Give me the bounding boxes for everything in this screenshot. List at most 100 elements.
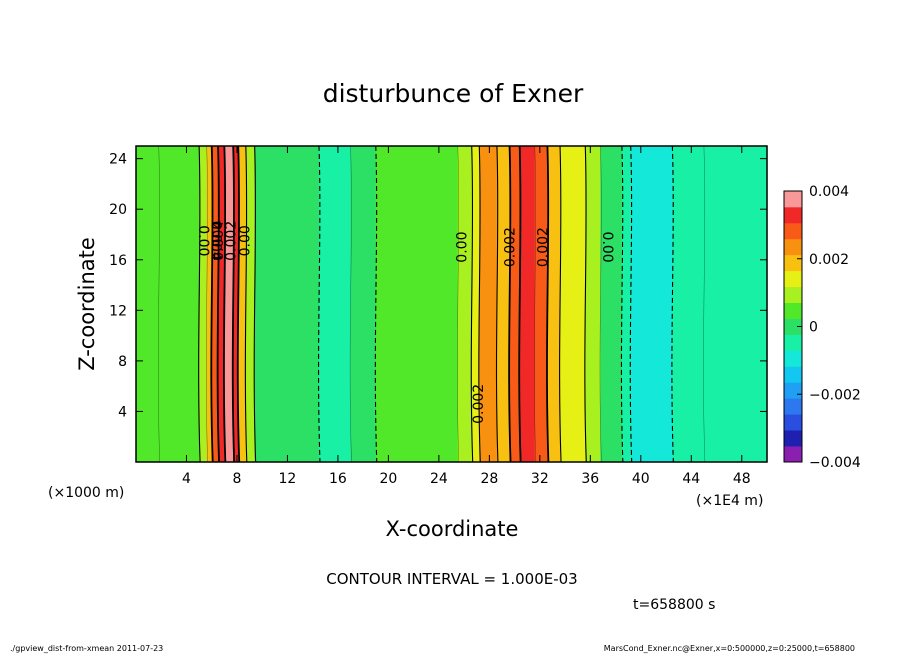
contour-line bbox=[253, 145, 257, 463]
contour-line bbox=[508, 145, 512, 463]
x-tick-label: 48 bbox=[733, 471, 751, 487]
y-tick-label: 24 bbox=[109, 152, 127, 168]
y-tick-label: 16 bbox=[109, 253, 127, 269]
contour-label: 0.002 bbox=[471, 384, 487, 424]
heatmap-band bbox=[136, 146, 160, 462]
heatmap-band bbox=[238, 146, 247, 462]
heatmap-band bbox=[233, 146, 239, 462]
contour-line bbox=[244, 145, 248, 463]
contour-line bbox=[223, 145, 227, 463]
contour-line-fine bbox=[599, 145, 602, 463]
heatmap-band bbox=[318, 146, 352, 462]
contour-line bbox=[584, 145, 587, 463]
heatmap-band bbox=[245, 146, 256, 462]
contour-line bbox=[518, 145, 522, 463]
contour-line-fine bbox=[703, 145, 706, 463]
x-tick-label: 20 bbox=[379, 471, 397, 487]
x-tick-label: 36 bbox=[581, 471, 599, 487]
colorbar-tick-label: 0 bbox=[809, 320, 818, 336]
heatmap-band bbox=[496, 146, 511, 462]
heatmap-band bbox=[211, 146, 219, 462]
heatmap-band bbox=[375, 146, 459, 462]
heatmap-band bbox=[534, 146, 549, 462]
colorbar-cell bbox=[784, 270, 802, 288]
heatmap-band bbox=[206, 146, 213, 462]
contour-label: 0.00 bbox=[238, 225, 254, 256]
contour-label: 0.004 bbox=[208, 221, 224, 261]
x-tick-label: 8 bbox=[232, 471, 241, 487]
y-tick-label: 12 bbox=[109, 303, 127, 319]
heatmap-band bbox=[630, 146, 673, 462]
contour-line-fine bbox=[349, 145, 352, 463]
heatmap-band bbox=[479, 146, 498, 462]
colorbar-tick-label: 0.004 bbox=[809, 184, 849, 200]
colorbar-cell bbox=[784, 191, 802, 208]
colorbar-cell bbox=[784, 398, 802, 415]
contour-line-fine bbox=[534, 145, 537, 463]
colorbar-cell bbox=[784, 350, 802, 367]
heatmap-band bbox=[199, 146, 208, 462]
y-tick-label: 20 bbox=[109, 202, 127, 218]
y-axis-label: Z-coordinate bbox=[75, 237, 99, 371]
contour-line bbox=[374, 145, 378, 463]
x-tick-label: 28 bbox=[480, 471, 498, 487]
contour-interval-text: CONTOUR INTERVAL = 1.000E-03 bbox=[326, 570, 577, 588]
contour-label: 0.004 bbox=[211, 221, 227, 261]
colorbar-cell bbox=[784, 446, 802, 463]
y-tick-label: 8 bbox=[118, 354, 127, 370]
heatmap-band bbox=[585, 146, 602, 462]
colorbar-tick-label: −0.004 bbox=[809, 455, 861, 471]
colorbar-tick-label: −0.002 bbox=[809, 387, 861, 403]
colorbar-cell bbox=[784, 382, 802, 399]
heatmap-band bbox=[254, 146, 320, 462]
contour-label: 0.002 bbox=[535, 227, 551, 267]
contour-line bbox=[495, 145, 499, 463]
heatmap-band bbox=[509, 146, 521, 462]
footer-right-text: MarsCond_Exner.nc@Exner,x=0:500000,z=0:2… bbox=[604, 644, 855, 653]
colorbar-cell bbox=[784, 366, 802, 383]
heatmap-band bbox=[350, 146, 377, 462]
contour-line bbox=[620, 145, 624, 463]
contour-line bbox=[629, 145, 633, 463]
contour-line bbox=[559, 145, 562, 463]
contour-line-fine bbox=[457, 145, 460, 463]
colorbar-cell bbox=[784, 430, 802, 447]
contour-line bbox=[671, 145, 674, 463]
footer-left-text: ./gpview_dist-from-xmean 2011-07-23 bbox=[10, 644, 163, 653]
colorbar-tick-label: 0.002 bbox=[809, 252, 849, 268]
x-tick-label: 24 bbox=[430, 471, 448, 487]
contour-line bbox=[546, 145, 550, 463]
x-unit-right-label: (×1E4 m) bbox=[696, 493, 763, 509]
contour-line-fine bbox=[158, 145, 160, 463]
contour-line bbox=[231, 145, 236, 463]
contour-line bbox=[318, 145, 321, 463]
chart-title: disturbunce of Exner bbox=[323, 79, 584, 108]
contour-line bbox=[210, 145, 214, 463]
heatmap-band bbox=[218, 146, 225, 462]
x-tick-label: 12 bbox=[279, 471, 297, 487]
contour-line bbox=[236, 145, 241, 463]
colorbar-cell bbox=[784, 222, 802, 240]
heatmap-band bbox=[457, 146, 473, 462]
colorbar: 0.004 0.002 0 −0.002 −0.004 bbox=[783, 184, 861, 471]
colorbar-cell bbox=[784, 334, 802, 351]
heatmap-band bbox=[224, 146, 234, 462]
colorbar-cell bbox=[784, 254, 802, 272]
heatmap-band bbox=[600, 146, 623, 462]
contour-line-fine bbox=[205, 145, 208, 463]
heatmap-band bbox=[621, 146, 632, 462]
heatmap-band bbox=[471, 146, 480, 462]
colorbar-cell bbox=[784, 206, 802, 224]
colorbar-cell bbox=[784, 414, 802, 431]
contour-label: 0.00 bbox=[455, 232, 471, 263]
heatmap-band bbox=[519, 146, 536, 462]
y-tick-label: 4 bbox=[118, 404, 127, 420]
contour-line bbox=[470, 145, 474, 463]
plot-frame bbox=[135, 145, 768, 463]
x-tick-label: 44 bbox=[682, 471, 700, 487]
colorbar-cell bbox=[784, 238, 802, 256]
contour-line bbox=[478, 145, 481, 463]
heatmap-band bbox=[547, 146, 561, 462]
